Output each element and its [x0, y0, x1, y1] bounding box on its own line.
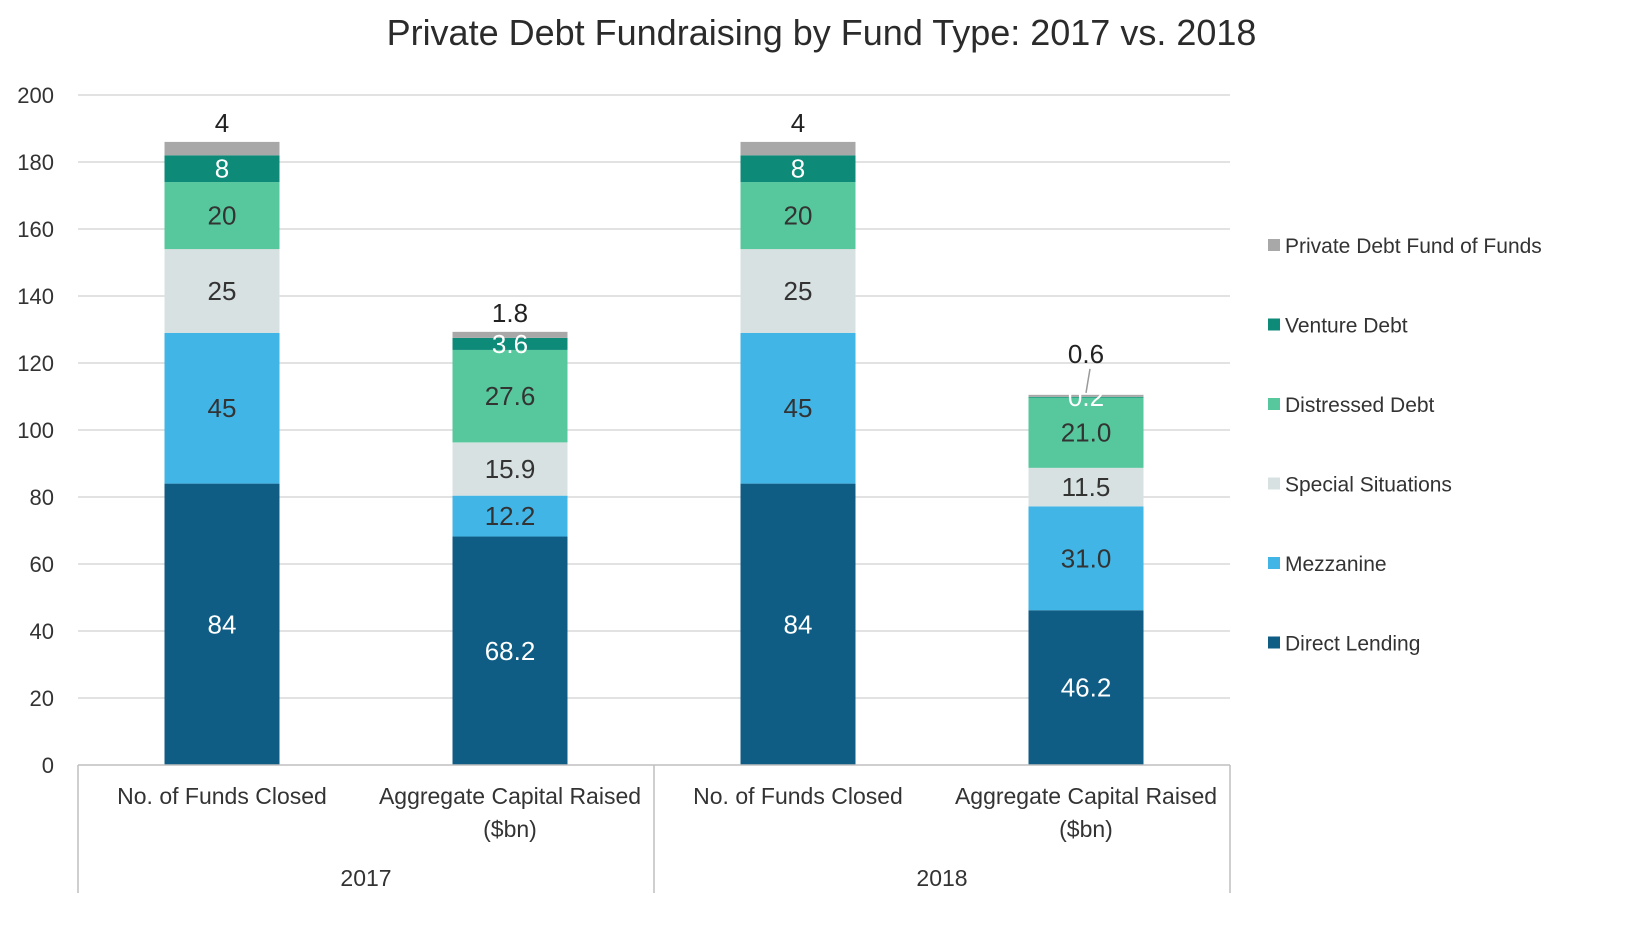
legend-swatch-distressed-debt [1268, 398, 1280, 410]
data-label-distressed-debt: 21.0 [1061, 418, 1112, 448]
bars [164, 141, 1144, 765]
data-label-private-debt-fund-of-funds: 0.6 [1068, 339, 1104, 369]
data-label-distressed-debt: 27.6 [485, 381, 536, 411]
data-label-special-situations: 25 [208, 276, 237, 306]
bar-direct-lending [452, 536, 568, 765]
legend-label-direct-lending: Direct Lending [1285, 633, 1420, 656]
y-tick-label: 60 [30, 552, 54, 577]
y-tick-label: 160 [17, 217, 54, 242]
legend-label-distressed-debt: Distressed Debt [1285, 394, 1435, 417]
legend-swatch-venture-debt [1268, 318, 1280, 331]
bar-private-debt-fund-of-funds [164, 141, 280, 156]
leader-line [1085, 368, 1091, 393]
data-label-direct-lending: 84 [784, 609, 813, 639]
bar-distressed-debt [452, 349, 568, 443]
data-label-venture-debt: 0.2 [1068, 382, 1104, 412]
y-tick-label: 100 [17, 418, 54, 443]
y-tick-label: 200 [17, 83, 54, 108]
data-label-mezzanine: 31.0 [1061, 543, 1112, 573]
bar-mezzanine [1028, 506, 1144, 611]
y-tick-label: 140 [17, 284, 54, 309]
chart-title: Private Debt Fundraising by Fund Type: 2… [386, 12, 1257, 53]
bar-private-debt-fund-of-funds [740, 141, 856, 156]
y-tick-label: 40 [30, 619, 54, 644]
legend-label-private-debt-fund-of-funds: Private Debt Fund of Funds [1285, 235, 1542, 258]
data-label-private-debt-fund-of-funds: 1.8 [492, 298, 528, 328]
bar-venture-debt [740, 155, 856, 183]
bar-special-situations [164, 249, 280, 333]
bar-special-situations [740, 249, 856, 333]
y-tick-label: 120 [17, 351, 54, 376]
y-tick-label: 20 [30, 686, 54, 711]
data-label-distressed-debt: 20 [784, 201, 813, 231]
bar-venture-debt [1028, 396, 1144, 398]
x-tick-label: ($bn) [1059, 816, 1113, 842]
bar-venture-debt [164, 155, 280, 183]
data-label-venture-debt: 8 [215, 154, 229, 184]
bar-special-situations [1028, 467, 1144, 507]
bar-private-debt-fund-of-funds [1028, 394, 1144, 397]
legend-swatch-private-debt-fund-of-funds [1268, 239, 1280, 251]
bar-distressed-debt [164, 182, 280, 250]
legend-swatch-special-situations [1268, 477, 1280, 490]
data-label-mezzanine: 45 [208, 393, 237, 423]
data-label-direct-lending: 46.2 [1061, 673, 1112, 703]
x-tick-label: Aggregate Capital Raised [955, 783, 1217, 809]
y-tick-label: 0 [42, 753, 54, 778]
bar-special-situations [452, 442, 568, 496]
legend-label-mezzanine: Mezzanine [1285, 553, 1387, 576]
x-group-label: 2018 [916, 865, 967, 891]
legend-swatch-mezzanine [1268, 557, 1280, 569]
bar-mezzanine [164, 332, 280, 484]
legend-label-venture-debt: Venture Debt [1285, 315, 1408, 338]
bar-venture-debt [452, 337, 568, 350]
data-label-direct-lending: 84 [208, 609, 237, 639]
x-tick-label: No. of Funds Closed [693, 783, 903, 809]
bar-private-debt-fund-of-funds [452, 331, 568, 338]
bar-distressed-debt [1028, 397, 1144, 468]
data-label-special-situations: 15.9 [485, 454, 536, 484]
bar-direct-lending [740, 483, 856, 765]
legend-label-special-situations: Special Situations [1285, 474, 1452, 497]
bar-mezzanine [452, 495, 568, 537]
data-label-mezzanine: 45 [784, 393, 813, 423]
data-label-special-situations: 25 [784, 276, 813, 306]
data-label-private-debt-fund-of-funds: 4 [215, 108, 229, 138]
axes: 0 20 40 60 80 100 120 140 160 180 200 No. of Funds … [17, 83, 1231, 893]
data-label-private-debt-fund-of-funds: 4 [791, 108, 805, 138]
data-label-mezzanine: 12.2 [485, 501, 536, 531]
bar-direct-lending [1028, 610, 1144, 765]
x-tick-label: Aggregate Capital Raised [379, 783, 641, 809]
bar-direct-lending [164, 483, 280, 765]
x-tick-label: ($bn) [483, 816, 537, 842]
bar-distressed-debt [740, 182, 856, 250]
data-label-venture-debt: 3.6 [492, 329, 528, 359]
legend: Private Debt Fund of Funds Venture Debt Di… [1268, 235, 1542, 656]
x-group-label: 2017 [340, 865, 391, 891]
x-tick-label: No. of Funds Closed [117, 783, 327, 809]
data-label-venture-debt: 8 [791, 154, 805, 184]
data-label-distressed-debt: 20 [208, 201, 237, 231]
legend-swatch-direct-lending [1268, 636, 1280, 649]
y-tick-label: 180 [17, 150, 54, 175]
bar-mezzanine [740, 332, 856, 484]
data-labels: 844525208468.212.215.927.63.61.884452520… [208, 108, 1112, 703]
y-tick-label: 80 [30, 485, 54, 510]
data-label-special-situations: 11.5 [1062, 472, 1111, 502]
data-label-direct-lending: 68.2 [485, 636, 536, 666]
